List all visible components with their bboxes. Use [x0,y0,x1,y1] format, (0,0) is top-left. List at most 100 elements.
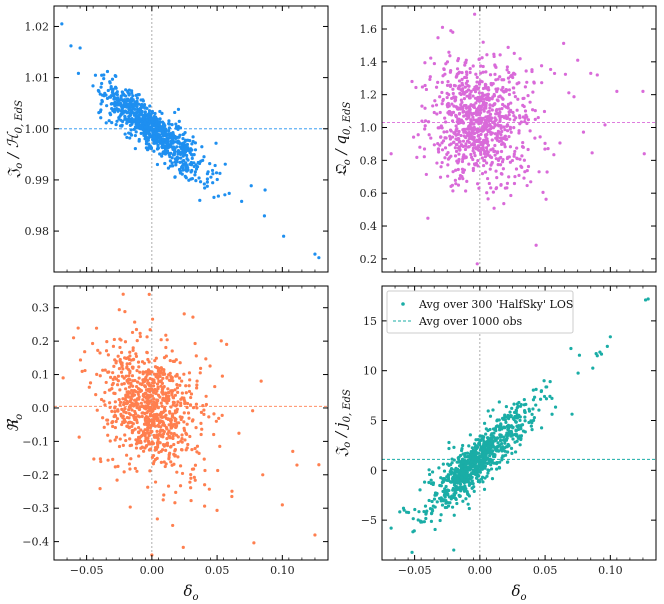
scatter-point [131,358,135,362]
y-tick-label: 1.00 [25,123,50,136]
scatter-point [432,110,436,115]
y-tick-label: −0.3 [22,502,49,515]
scatter-point [445,95,449,100]
scatter-point [190,156,194,160]
scatter-point [441,477,445,481]
scatter-point [155,456,159,460]
scatter-point [156,398,160,402]
scatter-point [146,394,150,398]
scatter-point [495,98,499,102]
scatter-point [168,411,172,415]
scatter-point [452,483,457,487]
scatter-point [161,420,165,424]
scatter-point [168,358,172,363]
scatter-point [572,95,576,99]
scatter-point [446,478,450,483]
scatter-point [485,474,489,478]
scatter-point [482,447,486,451]
scatter-point [435,500,439,504]
scatter-point [423,504,428,508]
scatter-point [477,57,481,61]
scatter-point [141,432,146,436]
scatter-point [167,129,171,133]
scatter-point [158,137,162,142]
scatter-point [454,115,458,119]
scatter-point [164,354,168,358]
scatter-point [194,402,199,406]
scatter-point [446,101,450,106]
scatter-point [460,457,465,461]
scatter-point [518,415,522,419]
scatter-point [161,121,165,125]
scatter-point [476,134,480,138]
scatter-point [532,81,536,85]
scatter-point [78,358,83,362]
scatter-point [428,75,432,79]
scatter-point [114,74,118,78]
scatter-point [117,367,122,371]
scatter-point [230,489,234,493]
scatter-point [147,109,152,113]
scatter-point [459,479,463,483]
scatter-point [125,111,129,115]
scatter-point [499,438,503,443]
scatter-point [159,460,163,464]
scatter-point [525,183,529,188]
scatter-point [509,414,513,418]
scatter-point [471,166,475,171]
scatter-point [500,449,504,453]
scatter-point [507,113,511,117]
scatter-point [252,541,256,545]
scatter-point [188,378,192,382]
scatter-point [113,410,117,414]
scatter-point [507,110,511,114]
scatter-point [110,383,114,387]
scatter-point [483,118,487,123]
x-tick-label: 0.05 [533,564,558,577]
scatter-point [465,113,469,117]
scatter-point [402,508,406,512]
scatter-point [106,88,110,93]
scatter-point [466,502,470,506]
scatter-point [129,397,134,401]
scatter-point [473,85,477,89]
scatter-point [473,12,477,16]
scatter-point [111,344,116,348]
scatter-point [467,84,471,88]
scatter-point [506,155,510,159]
scatter-point [116,464,120,468]
scatter-point [182,312,186,316]
scatter-point [191,467,196,471]
scatter-point [169,431,173,435]
scatter-point [478,434,482,438]
scatter-point [143,421,147,426]
scatter-point [467,444,471,448]
scatter-point [183,150,188,154]
scatter-point [491,95,495,99]
scatter-point [488,73,493,77]
scatter-point [160,387,164,391]
panel-bottom-left: −0.05 0.00 0.05 0.10−0.4−0.3−0.2−0.10.00.10… [4,285,329,603]
y-tick-label: 0.4 [360,220,378,233]
scatter-point [413,507,417,512]
scatter-point [135,104,139,109]
scatter-point [481,100,486,104]
scatter-point [88,381,93,385]
scatter-point [181,154,185,158]
scatter-point [143,446,147,450]
scatter-point [454,487,458,491]
scatter-point [191,135,195,139]
scatter-point [104,349,109,353]
scatter-point [480,462,484,466]
scatter-point [445,83,450,87]
scatter-point [444,62,448,66]
scatter-point [161,498,165,502]
scatter-point [450,111,454,115]
scatter-point [451,87,455,91]
scatter-point [214,419,218,423]
scatter-point [497,400,501,404]
scatter-point [145,124,149,129]
scatter-point [135,339,139,343]
